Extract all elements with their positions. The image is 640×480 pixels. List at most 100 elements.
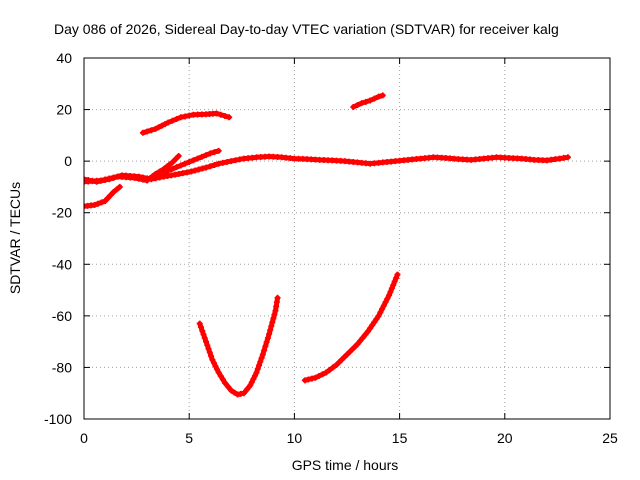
data-point (268, 323, 275, 330)
data-point (199, 165, 206, 172)
data-point (384, 295, 391, 302)
data-point (113, 186, 120, 193)
data-point (169, 117, 176, 124)
data-point (322, 369, 329, 376)
data-point (152, 125, 159, 132)
data-point (221, 113, 228, 120)
data-point (256, 362, 263, 369)
data-point (354, 102, 361, 109)
data-point (240, 390, 247, 397)
plot-data (84, 92, 571, 398)
data-point (367, 97, 374, 104)
data-point (200, 331, 207, 338)
data-point (98, 199, 105, 206)
data-point (165, 167, 172, 174)
data-point (175, 171, 182, 178)
data-point (375, 312, 382, 319)
data-point (373, 315, 380, 322)
data-point (232, 157, 239, 164)
data-point (224, 159, 231, 166)
data-point (181, 113, 188, 120)
data-point (162, 121, 169, 128)
data-point (165, 119, 172, 126)
data-point (251, 372, 258, 379)
data-point (369, 322, 376, 329)
y-tick-label: -60 (52, 308, 72, 324)
data-point (308, 375, 315, 382)
data-point (208, 353, 215, 360)
data-point (386, 292, 393, 299)
data-point (254, 365, 261, 372)
data-point (110, 189, 117, 196)
data-point (179, 170, 186, 177)
chart-title: Day 086 of 2026, Sidereal Day-to-day VTE… (54, 21, 559, 37)
data-point (169, 159, 176, 166)
data-point (270, 315, 277, 322)
data-point (116, 183, 123, 190)
grid-lines (84, 58, 610, 419)
data-point (188, 168, 195, 175)
data-point (91, 201, 98, 208)
data-point (365, 328, 372, 335)
data-point (172, 156, 179, 163)
data-point (264, 335, 271, 342)
data-point (228, 158, 235, 165)
data-point (390, 281, 397, 288)
data-point (305, 376, 312, 383)
data-point (195, 166, 202, 173)
data-point (371, 95, 378, 102)
data-point (261, 347, 268, 354)
data-point (144, 128, 151, 135)
data-point (221, 379, 228, 386)
data-point (379, 305, 386, 312)
data-point (247, 382, 254, 389)
data-point (371, 319, 378, 326)
data-point (209, 356, 216, 363)
data-point (203, 338, 210, 345)
axis-ticks (83, 57, 611, 420)
x-tick-label: 20 (497, 430, 513, 446)
data-point (197, 324, 204, 331)
data-point (367, 325, 374, 332)
y-tick-label: -40 (52, 256, 72, 272)
data-point (102, 198, 109, 205)
data-point (359, 334, 366, 341)
data-point (377, 309, 384, 316)
data-point (387, 288, 394, 295)
x-tick-label: 25 (602, 430, 618, 446)
data-point (379, 92, 386, 99)
data-point (266, 330, 273, 337)
data-point (110, 174, 117, 181)
data-point (350, 103, 357, 110)
data-point (214, 366, 221, 373)
data-point (152, 172, 159, 179)
data-point (131, 174, 138, 181)
data-point (301, 377, 308, 384)
data-point (184, 169, 191, 176)
data-point (158, 122, 165, 129)
data-point (319, 371, 326, 378)
data-point (382, 299, 389, 306)
data-point (210, 359, 217, 366)
data-point (269, 319, 276, 326)
data-point (186, 112, 193, 119)
data-point (148, 127, 155, 134)
data-point (274, 294, 281, 301)
tick-labels: 0 5 10 15 20 25 -100 -80 -60 -40 -20 0 20 40 (44, 50, 618, 446)
data-point (258, 355, 265, 362)
data-point (211, 162, 218, 169)
data-point (215, 369, 222, 376)
data-point (215, 160, 222, 167)
data-point (177, 162, 184, 169)
data-point (106, 175, 113, 182)
data-point (375, 93, 382, 100)
y-tick-label: -100 (44, 411, 72, 427)
data-point (205, 345, 212, 352)
data-point (312, 374, 319, 381)
data-point (135, 175, 142, 182)
data-point (315, 373, 322, 380)
data-point (354, 341, 361, 348)
data-point (215, 147, 222, 154)
data-point (173, 164, 180, 171)
